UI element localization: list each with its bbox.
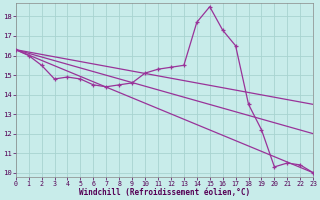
X-axis label: Windchill (Refroidissement éolien,°C): Windchill (Refroidissement éolien,°C) [79,188,250,197]
